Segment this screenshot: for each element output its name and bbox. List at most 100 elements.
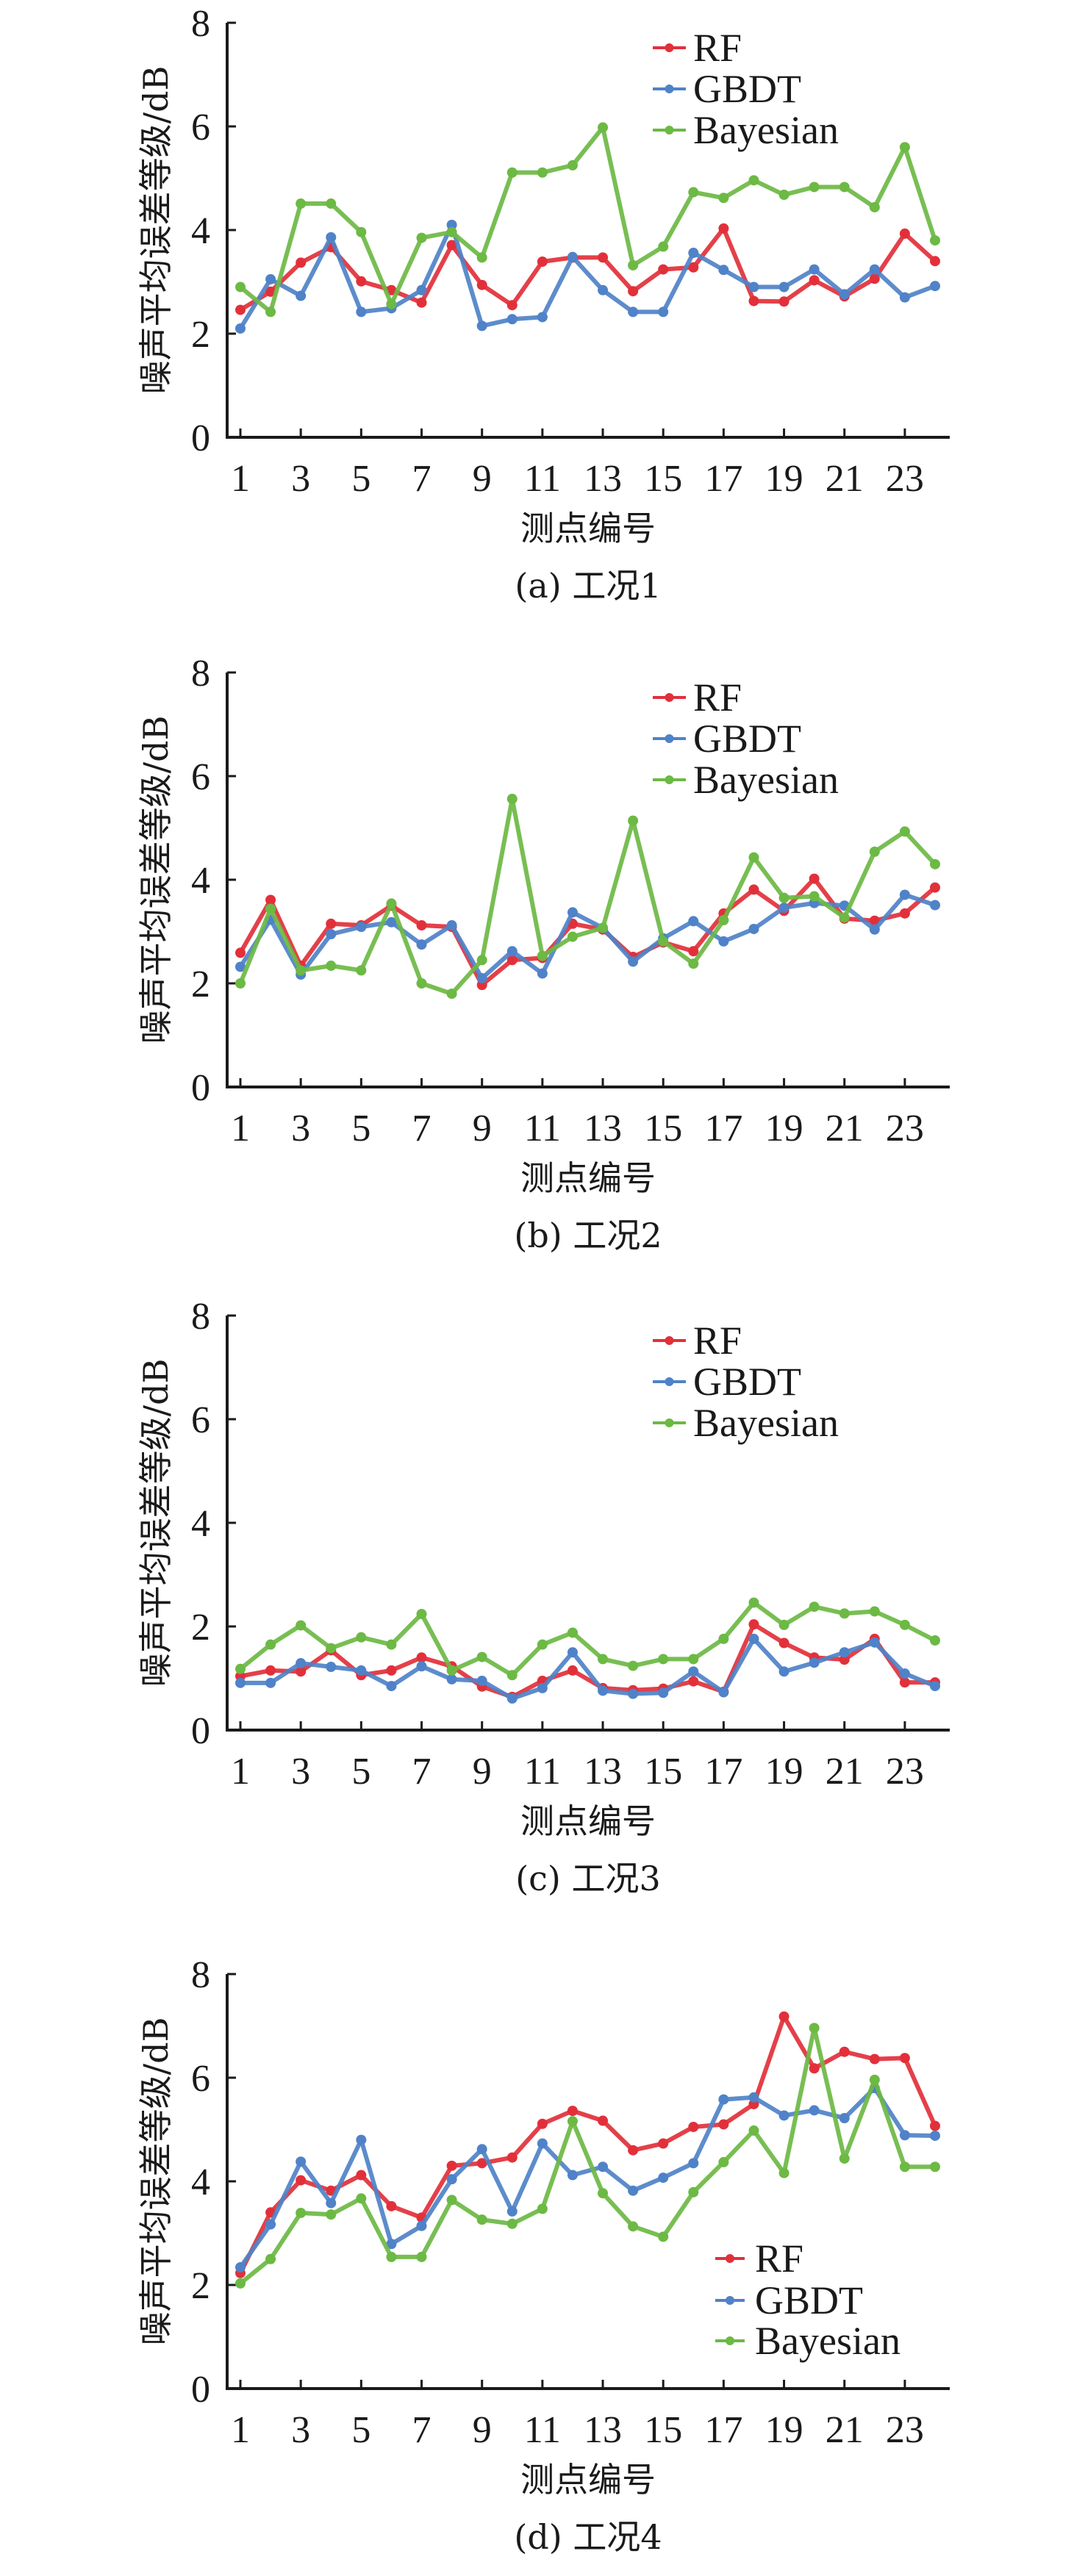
y-tick-label: 6	[191, 756, 210, 798]
data-point-rf	[718, 223, 729, 234]
data-point-gbdt	[688, 1666, 699, 1677]
data-point-rf	[899, 228, 910, 239]
data-point-gbdt	[326, 232, 337, 243]
data-point-gbdt	[326, 2198, 337, 2209]
y-axis-title: 噪声平均误差等级/dB	[136, 66, 176, 395]
data-point-rf	[326, 918, 337, 929]
x-tick-label: 19	[765, 1108, 803, 1149]
data-point-gbdt	[748, 281, 759, 293]
data-point-bayesian	[265, 2253, 276, 2264]
data-point-gbdt	[476, 972, 487, 983]
data-point-bayesian	[778, 1619, 789, 1630]
data-point-bayesian	[748, 1597, 759, 1608]
data-point-rf	[778, 2011, 789, 2022]
data-point-rf	[598, 2115, 609, 2126]
data-point-bayesian	[688, 958, 699, 969]
data-point-bayesian	[506, 794, 518, 805]
data-point-gbdt	[537, 1682, 548, 1693]
data-point-rf	[688, 1676, 699, 1687]
data-point-bayesian	[476, 252, 487, 263]
data-point-gbdt	[356, 306, 367, 317]
data-point-rf	[899, 908, 910, 919]
x-tick-label: 9	[473, 1751, 492, 1793]
x-tick-label: 1	[231, 1108, 250, 1149]
data-point-gbdt	[839, 289, 850, 300]
data-point-gbdt	[839, 1647, 850, 1658]
data-point-bayesian	[748, 852, 759, 863]
data-point-bayesian	[386, 2251, 397, 2262]
data-point-rf	[748, 295, 759, 306]
data-point-bayesian	[839, 182, 850, 193]
data-point-rf	[476, 279, 487, 290]
data-point-rf	[809, 873, 820, 884]
data-point-gbdt	[658, 1687, 669, 1698]
data-point-gbdt	[386, 916, 397, 928]
data-point-bayesian	[386, 898, 397, 909]
data-point-bayesian	[839, 1608, 850, 1619]
data-point-rf	[778, 296, 789, 307]
data-point-rf	[809, 275, 820, 286]
data-point-bayesian	[296, 198, 307, 209]
data-point-rf	[930, 882, 940, 893]
data-point-bayesian	[718, 914, 729, 925]
data-point-rf	[598, 252, 609, 263]
legend-marker-bayesian	[665, 1418, 674, 1427]
x-tick-label: 11	[524, 1751, 561, 1793]
data-point-bayesian	[356, 965, 367, 976]
data-point-gbdt	[356, 1665, 367, 1676]
x-tick-label: 21	[826, 1751, 864, 1793]
x-axis-title: 测点编号	[520, 2460, 656, 2500]
data-point-rf	[869, 2053, 880, 2064]
data-point-bayesian	[688, 187, 699, 198]
data-point-gbdt	[899, 292, 910, 303]
data-point-gbdt	[598, 1685, 609, 1696]
data-point-bayesian	[235, 2278, 246, 2289]
data-point-bayesian	[658, 936, 669, 947]
data-point-gbdt	[718, 265, 729, 276]
data-point-gbdt	[506, 2206, 518, 2217]
data-point-gbdt	[265, 273, 276, 284]
data-point-gbdt	[748, 923, 759, 934]
data-point-bayesian	[809, 182, 820, 193]
x-tick-label: 21	[826, 2409, 864, 2451]
data-point-gbdt	[688, 2158, 699, 2169]
x-tick-label: 13	[584, 2409, 622, 2451]
y-tick-label: 8	[191, 1954, 210, 1996]
x-tick-label: 3	[291, 2409, 310, 2451]
data-point-gbdt	[778, 281, 789, 293]
data-point-gbdt	[809, 1657, 820, 1668]
data-point-rf	[899, 1677, 910, 1688]
data-point-gbdt	[718, 2094, 729, 2105]
data-point-gbdt	[446, 2174, 457, 2185]
y-tick-label: 6	[191, 2058, 210, 2100]
y-tick-label: 4	[191, 210, 210, 252]
x-tick-label: 17	[704, 1108, 742, 1149]
legend-label-bayesian: Bayesian	[693, 108, 839, 152]
data-point-gbdt	[628, 2185, 639, 2196]
data-point-bayesian	[326, 2209, 337, 2220]
legend-label-gbdt: GBDT	[693, 717, 801, 761]
data-point-rf	[537, 2118, 548, 2129]
x-tick-label: 7	[412, 1751, 432, 1793]
series-line-gbdt	[238, 222, 937, 330]
x-tick-label: 23	[886, 2409, 924, 2451]
x-tick-label: 19	[765, 458, 803, 500]
series-line-bayesian	[238, 797, 937, 997]
data-point-gbdt	[356, 2134, 367, 2145]
data-point-bayesian	[899, 142, 910, 153]
legend-label-rf: RF	[693, 675, 742, 720]
data-point-gbdt	[235, 2262, 246, 2273]
series-line-gbdt	[238, 2086, 936, 2269]
series-line-rf	[238, 2014, 937, 2275]
data-point-bayesian	[537, 2203, 548, 2214]
data-point-bayesian	[658, 2231, 669, 2242]
data-point-bayesian	[265, 306, 276, 317]
data-point-rf	[296, 2175, 307, 2186]
data-point-gbdt	[356, 922, 367, 933]
legend-marker-rf	[665, 43, 674, 52]
data-point-bayesian	[296, 965, 307, 976]
data-point-gbdt	[537, 312, 548, 323]
data-point-gbdt	[296, 290, 307, 301]
data-point-bayesian	[476, 1651, 487, 1662]
